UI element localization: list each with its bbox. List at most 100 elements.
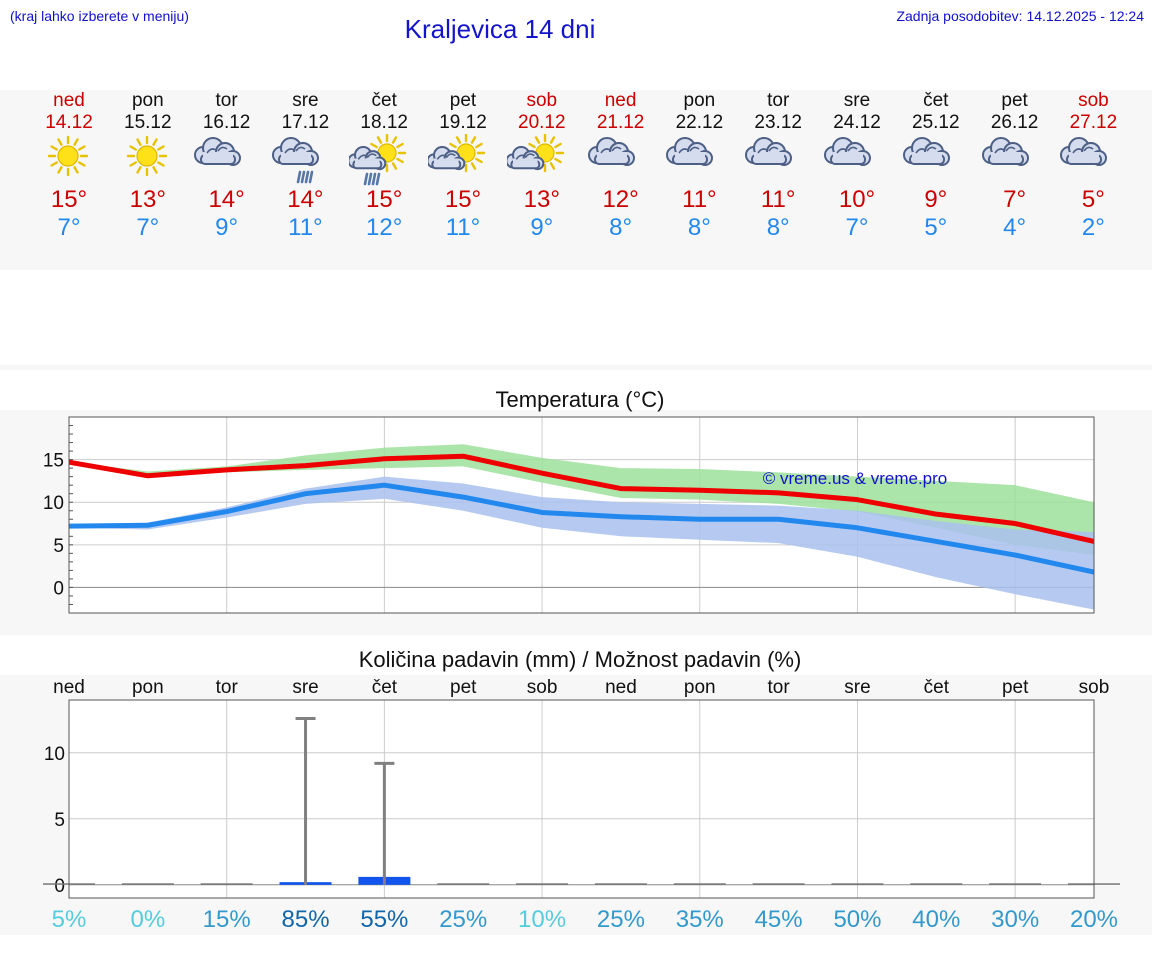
precipitation-probability: 55%	[360, 906, 408, 933]
temperature-chart: 0 5 10 15 © vreme.us & vreme.pro	[43, 416, 1095, 614]
day-column: čet 25.12 9° 5°	[896, 90, 976, 242]
temperature-chart-title: Temperatura (°C)	[495, 387, 665, 412]
weather-icon-container	[126, 135, 167, 177]
watermark: © vreme.us & vreme.pro	[763, 469, 947, 488]
y-tick-label: 5	[54, 810, 65, 831]
day-label: pon	[132, 677, 164, 698]
day-label: tor	[216, 677, 239, 698]
precipitation-plot-frame	[68, 699, 1095, 899]
precipitation-chart: ned pon tor sre čet pet sob ned pon tor sre čet pet s…	[43, 677, 1120, 933]
min-temperature: 7°	[57, 214, 81, 241]
min-temperature: 8°	[687, 214, 711, 241]
max-temperature: 13°	[523, 186, 560, 213]
day-date: 14.12	[45, 112, 93, 133]
day-label: sob	[527, 677, 558, 698]
weather-icon-container	[824, 137, 871, 166]
cloud-icon	[981, 137, 1029, 166]
precipitation-probability: 50%	[833, 906, 881, 933]
day-date: 17.12	[281, 112, 330, 133]
day-name: sre	[843, 90, 871, 111]
min-temperature: 8°	[609, 214, 633, 241]
day-column: sre 24.12 10° 7°	[817, 90, 897, 242]
location-hint: (kraj lahko izberete v meniju)	[10, 8, 189, 24]
day-column: čet 18.12 15° 12°	[344, 90, 424, 242]
precipitation-bar	[437, 883, 490, 885]
page-title: Kraljevica 14 dni	[404, 14, 596, 44]
weather-icon-container	[1060, 137, 1108, 166]
cloud-icon	[1060, 137, 1108, 166]
y-tick-label: 0	[53, 578, 64, 599]
precipitation-plot-area	[69, 700, 1094, 898]
tmax-line	[68, 453, 1095, 544]
day-date: 26.12	[990, 112, 1039, 133]
precipitation-probability: 20%	[1070, 906, 1118, 933]
temperature-plot-frame	[68, 416, 1095, 614]
precipitation-bar	[831, 883, 884, 885]
precipitation-probability: 0%	[131, 906, 166, 933]
day-date: 16.12	[202, 112, 251, 133]
weather-icon-container	[428, 134, 486, 173]
day-label: pon	[684, 677, 716, 698]
day-column: ned 14.12 15° 7°	[29, 90, 109, 242]
day-date: 20.12	[518, 112, 566, 133]
precipitation-probability: 45%	[755, 906, 803, 933]
day-label: čet	[924, 677, 950, 698]
weather-icon-container	[349, 134, 407, 186]
day-name: sob	[1078, 90, 1109, 111]
max-temperature: 15°	[366, 186, 403, 213]
cloud-icon	[587, 137, 635, 166]
precipitation-probability: 5%	[52, 906, 87, 933]
day-name: tor	[215, 90, 238, 111]
day-column: sob 20.12 13° 9°	[502, 90, 582, 242]
day-name: ned	[604, 90, 637, 111]
cloud-icon	[745, 137, 793, 166]
min-temperature: 5°	[924, 214, 948, 241]
max-temperature: 10°	[838, 186, 876, 213]
sun-cloud-icon	[428, 134, 486, 173]
precipitation-bar	[594, 883, 647, 885]
day-column: pet 26.12 7° 4°	[975, 90, 1055, 242]
day-label: sob	[1079, 677, 1110, 698]
min-temperature: 11°	[288, 214, 323, 241]
precipitation-bar	[910, 883, 963, 885]
tmax-range-band	[69, 444, 1094, 556]
day-label: ned	[53, 677, 85, 698]
max-temperature: 11°	[682, 186, 717, 213]
max-temperature: 11°	[760, 186, 796, 213]
min-temperature: 2°	[1081, 214, 1105, 241]
day-column: sre 17.12 14° 11°	[265, 90, 345, 242]
cloud-icon	[902, 137, 950, 166]
precipitation-probability: 15%	[203, 906, 251, 933]
day-name: tor	[767, 90, 790, 111]
day-column: tor 16.12 14° 9°	[187, 90, 267, 242]
max-temperature: 15°	[444, 186, 482, 213]
day-date: 23.12	[754, 112, 802, 133]
day-date: 18.12	[360, 112, 408, 133]
day-column: pon 22.12 11° 8°	[659, 90, 739, 242]
day-column: pet 19.12 15° 11°	[423, 90, 503, 242]
day-label: ned	[605, 677, 637, 698]
sun-icon	[126, 135, 167, 177]
weather-icon-container	[193, 137, 241, 166]
day-name: pet	[449, 90, 477, 111]
day-name: pon	[683, 90, 716, 111]
max-temperature: 5°	[1081, 186, 1105, 213]
precipitation-probability: 35%	[676, 906, 724, 933]
weather-icon-container	[587, 137, 635, 166]
min-temperature: 9°	[215, 214, 239, 241]
tmin-range-band	[69, 476, 1094, 610]
day-date: 25.12	[912, 112, 960, 133]
precipitation-bar	[752, 883, 805, 885]
precipitation-probability: 30%	[991, 906, 1039, 933]
day-date: 21.12	[596, 112, 645, 133]
precipitation-probability: 10%	[518, 906, 566, 933]
weather-icon-container	[902, 137, 950, 166]
y-tick-label: 15	[43, 451, 64, 472]
weather-icon-container	[47, 135, 89, 177]
day-label: pet	[1002, 677, 1029, 698]
day-label: tor	[768, 677, 791, 698]
weather-icon-container	[666, 137, 714, 166]
min-temperature: 8°	[766, 214, 790, 241]
weather-icon-container	[981, 137, 1029, 166]
day-label: pet	[450, 677, 477, 698]
